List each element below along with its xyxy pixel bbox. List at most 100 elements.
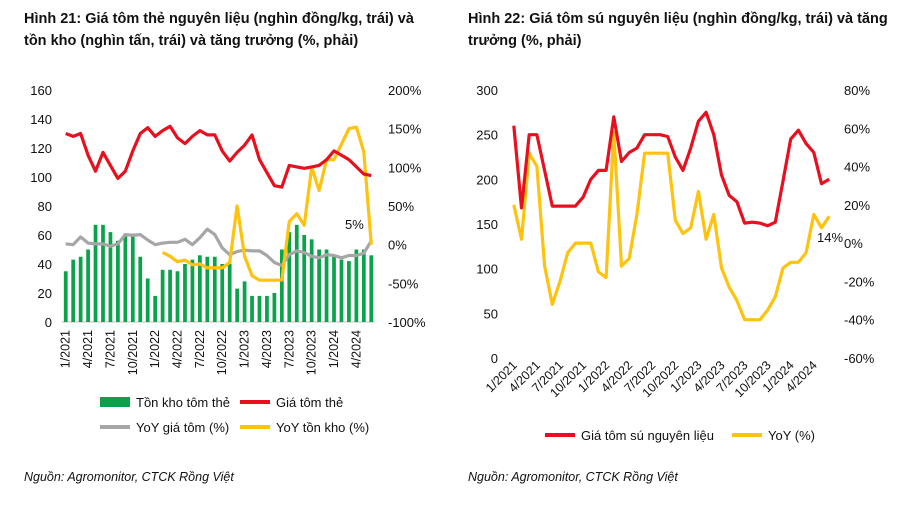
x-tick-label: 10/2023 bbox=[305, 330, 319, 375]
y-left-tick-label: 160 bbox=[30, 83, 52, 98]
annotation-label: 5% bbox=[345, 217, 364, 232]
legend-label: Tồn kho tôm thẻ bbox=[136, 395, 230, 410]
bar-ton-kho bbox=[93, 224, 98, 322]
y-right-tick-label: 80% bbox=[844, 83, 870, 98]
y-right-tick-label: 0% bbox=[388, 238, 407, 253]
bar-ton-kho bbox=[279, 249, 284, 322]
bar-ton-kho bbox=[78, 256, 83, 322]
x-tick-label: 7/2023 bbox=[282, 330, 296, 368]
bar-ton-kho bbox=[369, 255, 374, 322]
bar-ton-kho bbox=[153, 295, 158, 322]
chart-22-canvas: 0 50 100 150 200 250 300 -60% -40% -20% 0% 20% 40% 60… bbox=[476, 83, 875, 443]
chart-title: Hình 21: Giá tôm thẻ nguyên liệu (nghìn … bbox=[24, 11, 414, 49]
y-left-tick-label: 140 bbox=[30, 112, 52, 127]
y-left-tick-label: 80 bbox=[38, 199, 52, 214]
y-left-tick-label: 100 bbox=[30, 170, 52, 185]
bar-ton-kho bbox=[347, 261, 351, 322]
y-left-tick-label: 200 bbox=[476, 172, 498, 187]
legend-swatch bbox=[100, 397, 130, 407]
chart-source: Nguồn: Agromonitor, CTCK Rồng Việt bbox=[24, 470, 234, 484]
x-tick-label: 4/2021 bbox=[81, 330, 95, 368]
bar-ton-kho bbox=[220, 264, 225, 322]
y-left-tick-label: 20 bbox=[38, 286, 52, 301]
bar-ton-kho bbox=[339, 259, 344, 322]
legend-label: YoY giá tôm (%) bbox=[136, 420, 229, 435]
y-left-tick-label: 0 bbox=[491, 351, 498, 366]
y-right-tick-label: 0% bbox=[844, 236, 863, 251]
annotation-label: 14% bbox=[817, 230, 843, 245]
chart-source: Nguồn: Agromonitor, CTCK Rồng Việt bbox=[468, 470, 678, 484]
x-tick-label: 1/2024 bbox=[327, 330, 341, 368]
bar-ton-kho bbox=[138, 256, 143, 322]
bar-ton-kho bbox=[354, 249, 359, 322]
bar-ton-kho bbox=[257, 295, 262, 322]
bar-ton-kho bbox=[242, 281, 247, 322]
x-tick-label: 4/2024 bbox=[349, 330, 363, 368]
y-left-tick-label: 60 bbox=[38, 228, 52, 243]
bar-ton-kho bbox=[160, 269, 165, 322]
figure-21: Hình 21: Giá tôm thẻ nguyên liệu (nghìn … bbox=[0, 0, 450, 517]
y-right-tick-label: 20% bbox=[844, 198, 870, 213]
figure-22: Hình 22: Giá tôm sú nguyên liệu (nghìn đ… bbox=[450, 0, 901, 517]
x-tick-label: 7/2022 bbox=[193, 330, 207, 368]
bar-ton-kho bbox=[265, 295, 269, 322]
bar-ton-kho bbox=[332, 256, 336, 322]
bar-ton-kho bbox=[361, 249, 366, 322]
y-left-tick-label: 150 bbox=[476, 217, 498, 232]
bar-ton-kho bbox=[205, 256, 210, 322]
y-right-tick-label: 60% bbox=[844, 121, 870, 136]
x-tick-label: 1/2023 bbox=[238, 330, 252, 368]
bar-ton-kho bbox=[317, 249, 321, 322]
legend-label: YoY (%) bbox=[768, 428, 815, 443]
y-right-tick-label: -20% bbox=[844, 274, 875, 289]
line-yoy bbox=[512, 130, 831, 322]
bar-ton-kho bbox=[130, 233, 135, 322]
line-gia-tom-the bbox=[65, 124, 372, 189]
bar-ton-kho bbox=[116, 240, 120, 322]
line-gia-tom-su bbox=[512, 110, 831, 228]
x-tick-label: 10/2022 bbox=[215, 330, 229, 375]
bar-ton-kho bbox=[309, 239, 314, 322]
legend-label: Giá tôm sú nguyên liệu bbox=[581, 428, 714, 443]
x-tick-label: 7/2021 bbox=[103, 330, 117, 368]
y-right-tick-label: 100% bbox=[388, 160, 422, 175]
legend-label: Giá tôm thẻ bbox=[276, 395, 343, 410]
chart-title: Hình 22: Giá tôm sú nguyên liệu (nghìn đ… bbox=[468, 11, 888, 49]
y-right-tick-label: -60% bbox=[844, 351, 875, 366]
x-tick-label: 1/2022 bbox=[148, 330, 162, 368]
y-right-tick-label: 200% bbox=[388, 83, 422, 98]
y-right-tick-label: 50% bbox=[388, 199, 414, 214]
bar-ton-kho bbox=[250, 295, 254, 322]
y-right-tick-label: -40% bbox=[844, 313, 875, 328]
bar-ton-kho bbox=[71, 259, 76, 322]
bar-ton-kho bbox=[287, 232, 292, 322]
x-tick-label: 10/2021 bbox=[126, 330, 140, 375]
y-left-tick-label: 250 bbox=[476, 128, 498, 143]
bar-ton-kho bbox=[145, 278, 150, 322]
y-right-tick-label: -100% bbox=[388, 315, 426, 330]
bar-ton-kho bbox=[63, 271, 68, 322]
bar-ton-kho bbox=[183, 264, 187, 322]
bar-ton-kho bbox=[227, 264, 232, 322]
legend-label: YoY tồn kho (%) bbox=[276, 420, 369, 435]
bar-ton-kho bbox=[190, 259, 195, 322]
bar-ton-kho bbox=[108, 232, 113, 322]
bar-ton-kho bbox=[324, 249, 329, 322]
line-yoy-ton-kho bbox=[161, 125, 373, 282]
x-tick-label: 1/2021 bbox=[59, 330, 73, 368]
y-left-tick-label: 120 bbox=[30, 141, 52, 156]
y-right-tick-label: -50% bbox=[388, 276, 419, 291]
bar-ton-kho bbox=[86, 249, 90, 322]
y-right-tick-label: 150% bbox=[388, 122, 422, 137]
bar-ton-kho bbox=[198, 255, 202, 322]
y-left-tick-label: 40 bbox=[38, 257, 52, 272]
bar-ton-kho bbox=[175, 271, 180, 322]
bar-ton-kho bbox=[212, 256, 217, 322]
chart-21-canvas: 0 20 40 60 80 100 120 140 160 -100% -50% 0% 50% 100% 1… bbox=[30, 83, 426, 435]
y-right-tick-label: 40% bbox=[844, 160, 870, 175]
x-tick-label: 4/2023 bbox=[260, 330, 274, 368]
bar-ton-kho bbox=[168, 269, 172, 322]
x-tick-label: 4/2022 bbox=[171, 330, 185, 368]
y-left-tick-label: 100 bbox=[476, 262, 498, 277]
bar-ton-kho bbox=[294, 224, 299, 322]
